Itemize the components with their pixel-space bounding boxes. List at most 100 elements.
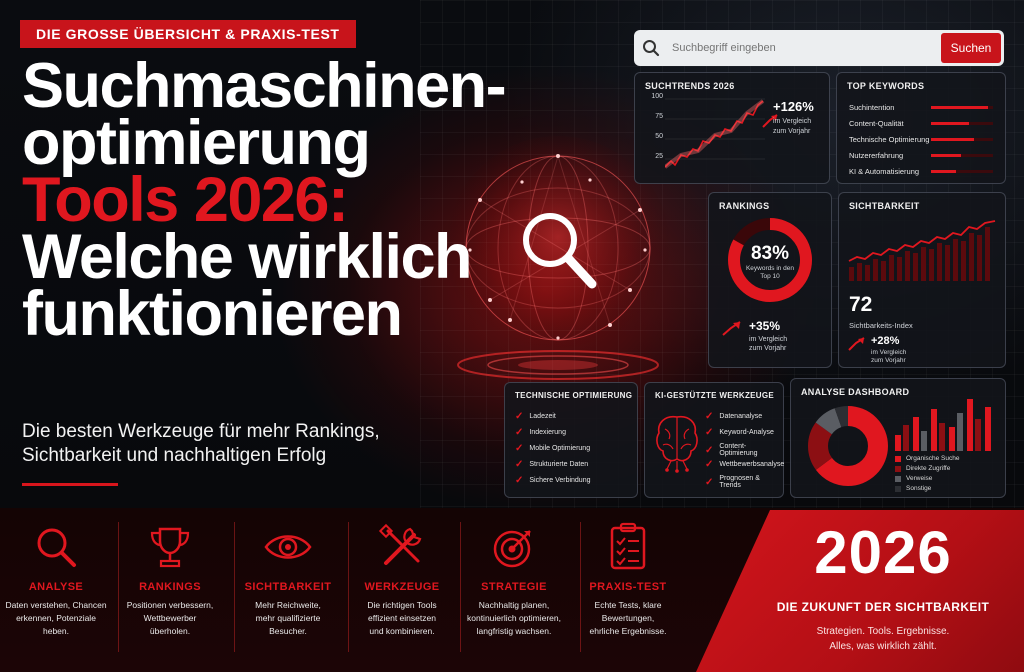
desc-line: ehrliche Ergebnisse. [589, 626, 667, 636]
desc-line: heben. [43, 626, 69, 636]
keyword-bar-fill [931, 138, 975, 141]
legend-label: Organische Suche [906, 455, 960, 462]
desc-line: Wettbewerber [143, 613, 197, 623]
rankings-change: +35% [749, 319, 781, 333]
feature-desc: Daten verstehen, Chancen erkennen, Poten… [0, 599, 112, 638]
legend-item: Verweise [895, 475, 932, 482]
divider [348, 522, 349, 652]
trend-change: +126% [773, 99, 814, 114]
desc-line: und kombinieren. [369, 626, 435, 636]
desc-line: Alles, was wirklich zählt. [829, 641, 937, 652]
keyword-bar [931, 106, 993, 109]
legend-swatch [895, 475, 901, 482]
feature-werkzeuge: WERKZEUGE Die richtigen Tools effizient … [346, 521, 458, 638]
title-line: Welche wirklich [22, 222, 473, 292]
feature-desc: Die richtigen Tools effizient einsetzen … [346, 599, 458, 638]
feature-rankings: RANKINGS Positionen verbessern, Wettbewe… [114, 521, 226, 638]
feature-label: WERKZEUGE [364, 581, 440, 593]
search-icon [634, 39, 668, 57]
search-button[interactable]: Suchen [941, 33, 1001, 63]
desc-line: Positionen verbessern, [126, 600, 214, 610]
tools-icon [346, 521, 458, 573]
legend-label: Sonstige [906, 485, 932, 492]
note-line: zum Vorjahr [749, 345, 787, 352]
feature-desc: Echte Tests, klare Bewertungen, ehrliche… [572, 599, 684, 638]
legend-swatch [895, 465, 901, 472]
top-keywords-panel: TOP KEYWORDS Suchintention Content-Qualit… [836, 72, 1006, 184]
checkmark-icon: ✓ [705, 411, 714, 422]
search-bar: Suchen [634, 30, 1004, 66]
rankings-percent: 83% [750, 243, 790, 264]
desc-line: Echte Tests, klare [594, 600, 662, 610]
sichtbarkeit-panel: SICHTBARKEIT 72 Sichtbarkeits-Index +28%… [838, 192, 1006, 368]
desc-line: Mehr Reichweite, [255, 600, 321, 610]
analyse-panel: ANALYSE DASHBOARD Organische Suche Direkt… [790, 378, 1006, 498]
search-input[interactable] [668, 42, 941, 54]
traffic-donut [808, 406, 888, 486]
visibility-note: im Vergleich zum Vorjahr [871, 349, 906, 365]
checklist-item: ✓ Datenanalyse [705, 411, 762, 422]
panel-title: SUCHTRENDS 2026 [645, 81, 735, 91]
checklist-item: ✓ Keyword-Analyse [705, 427, 774, 438]
panel-title: SICHTBARKEIT [849, 201, 920, 211]
magnifier-icon [0, 521, 112, 573]
year-description: Strategien. Tools. Ergebnisse. Alles, wa… [696, 624, 1024, 654]
legend-swatch [895, 455, 901, 462]
subtitle-line: Die besten Werkzeuge für mehr Rankings, [22, 421, 380, 442]
panel-title: TECHNISCHE OPTIMIERUNG [515, 391, 633, 400]
keyword-bar-fill [931, 154, 961, 157]
keyword-row: Nutzererfahrung [849, 151, 999, 160]
feature-desc: Positionen verbessern, Wettbewerber über… [114, 599, 226, 638]
keyword-label: Technische Optimierung [849, 135, 930, 144]
desc-line: Nachhaltig planen, [478, 600, 550, 610]
checklist-item: ✓ Sichere Verbindung [515, 475, 591, 486]
title-line-highlight: Tools 2026: [22, 165, 349, 235]
panel-title: ANALYSE DASHBOARD [801, 387, 910, 397]
subtitle-line: Sichtbarkeit und nachhaltigen Erfolg [22, 445, 327, 466]
checklist-item: ✓ Wettbewerbsanalyse [705, 459, 784, 470]
keyword-row: Content-Qualität [849, 119, 999, 128]
eye-icon [232, 521, 344, 573]
legend-label: Verweise [906, 475, 933, 482]
divider [580, 522, 581, 652]
keyword-label: KI & Automatisierung [849, 167, 920, 176]
rankings-donut [728, 218, 812, 302]
trend-note: im Vergleich zum Vorjahr [773, 117, 811, 137]
checklist-item: ✓ Indexierung [515, 427, 566, 438]
checkmark-icon: ✓ [515, 475, 524, 486]
keyword-bar [931, 122, 993, 125]
legend-item: Direkte Zugriffe [895, 465, 950, 472]
feature-sichtbarkeit: SICHTBARKEIT Mehr Reichweite, mehr quali… [232, 521, 344, 638]
checklist-label: Prognosen & Trends [719, 475, 760, 489]
feature-label: ANALYSE [28, 581, 84, 593]
legend-item: Sonstige [895, 485, 931, 492]
trophy-icon [114, 521, 226, 573]
desc-line: mehr qualifizierte [255, 613, 321, 623]
keyword-label: Suchintention [849, 103, 895, 112]
checkmark-icon: ✓ [705, 427, 714, 438]
legend-swatch [895, 485, 901, 492]
traffic-bars [895, 399, 991, 451]
feature-label: PRAXIS-TEST [589, 581, 667, 593]
checklist-label: Keyword-Analyse [719, 429, 774, 436]
label-line: Keywords in den [745, 265, 795, 272]
feature-desc: Nachhaltig planen, kontinuierlich optimi… [458, 599, 570, 638]
checkmark-icon: ✓ [515, 427, 524, 438]
panel-title: RANKINGS [719, 201, 770, 211]
keyword-label: Content-Qualität [849, 119, 904, 128]
note-line: im Vergleich [871, 349, 907, 356]
divider [234, 522, 235, 652]
rankings-note: im Vergleich zum Vorjahr [749, 335, 787, 353]
checkmark-icon: ✓ [705, 444, 714, 456]
label-line: Top 10 [760, 273, 780, 280]
panel-title: TOP KEYWORDS [847, 81, 925, 91]
visibility-label: Sichtbarkeits-Index [849, 321, 913, 330]
checklist-label: Sichere Verbindung [529, 477, 591, 484]
note-line: im Vergleich [749, 336, 788, 343]
keyword-bar-fill [931, 122, 970, 125]
desc-line: Besucher. [269, 626, 307, 636]
y-tick: 75 [655, 113, 663, 120]
divider [460, 522, 461, 652]
header-badge: DIE GROSSE ÜBERSICHT & PRAXIS-TEST [20, 20, 356, 48]
